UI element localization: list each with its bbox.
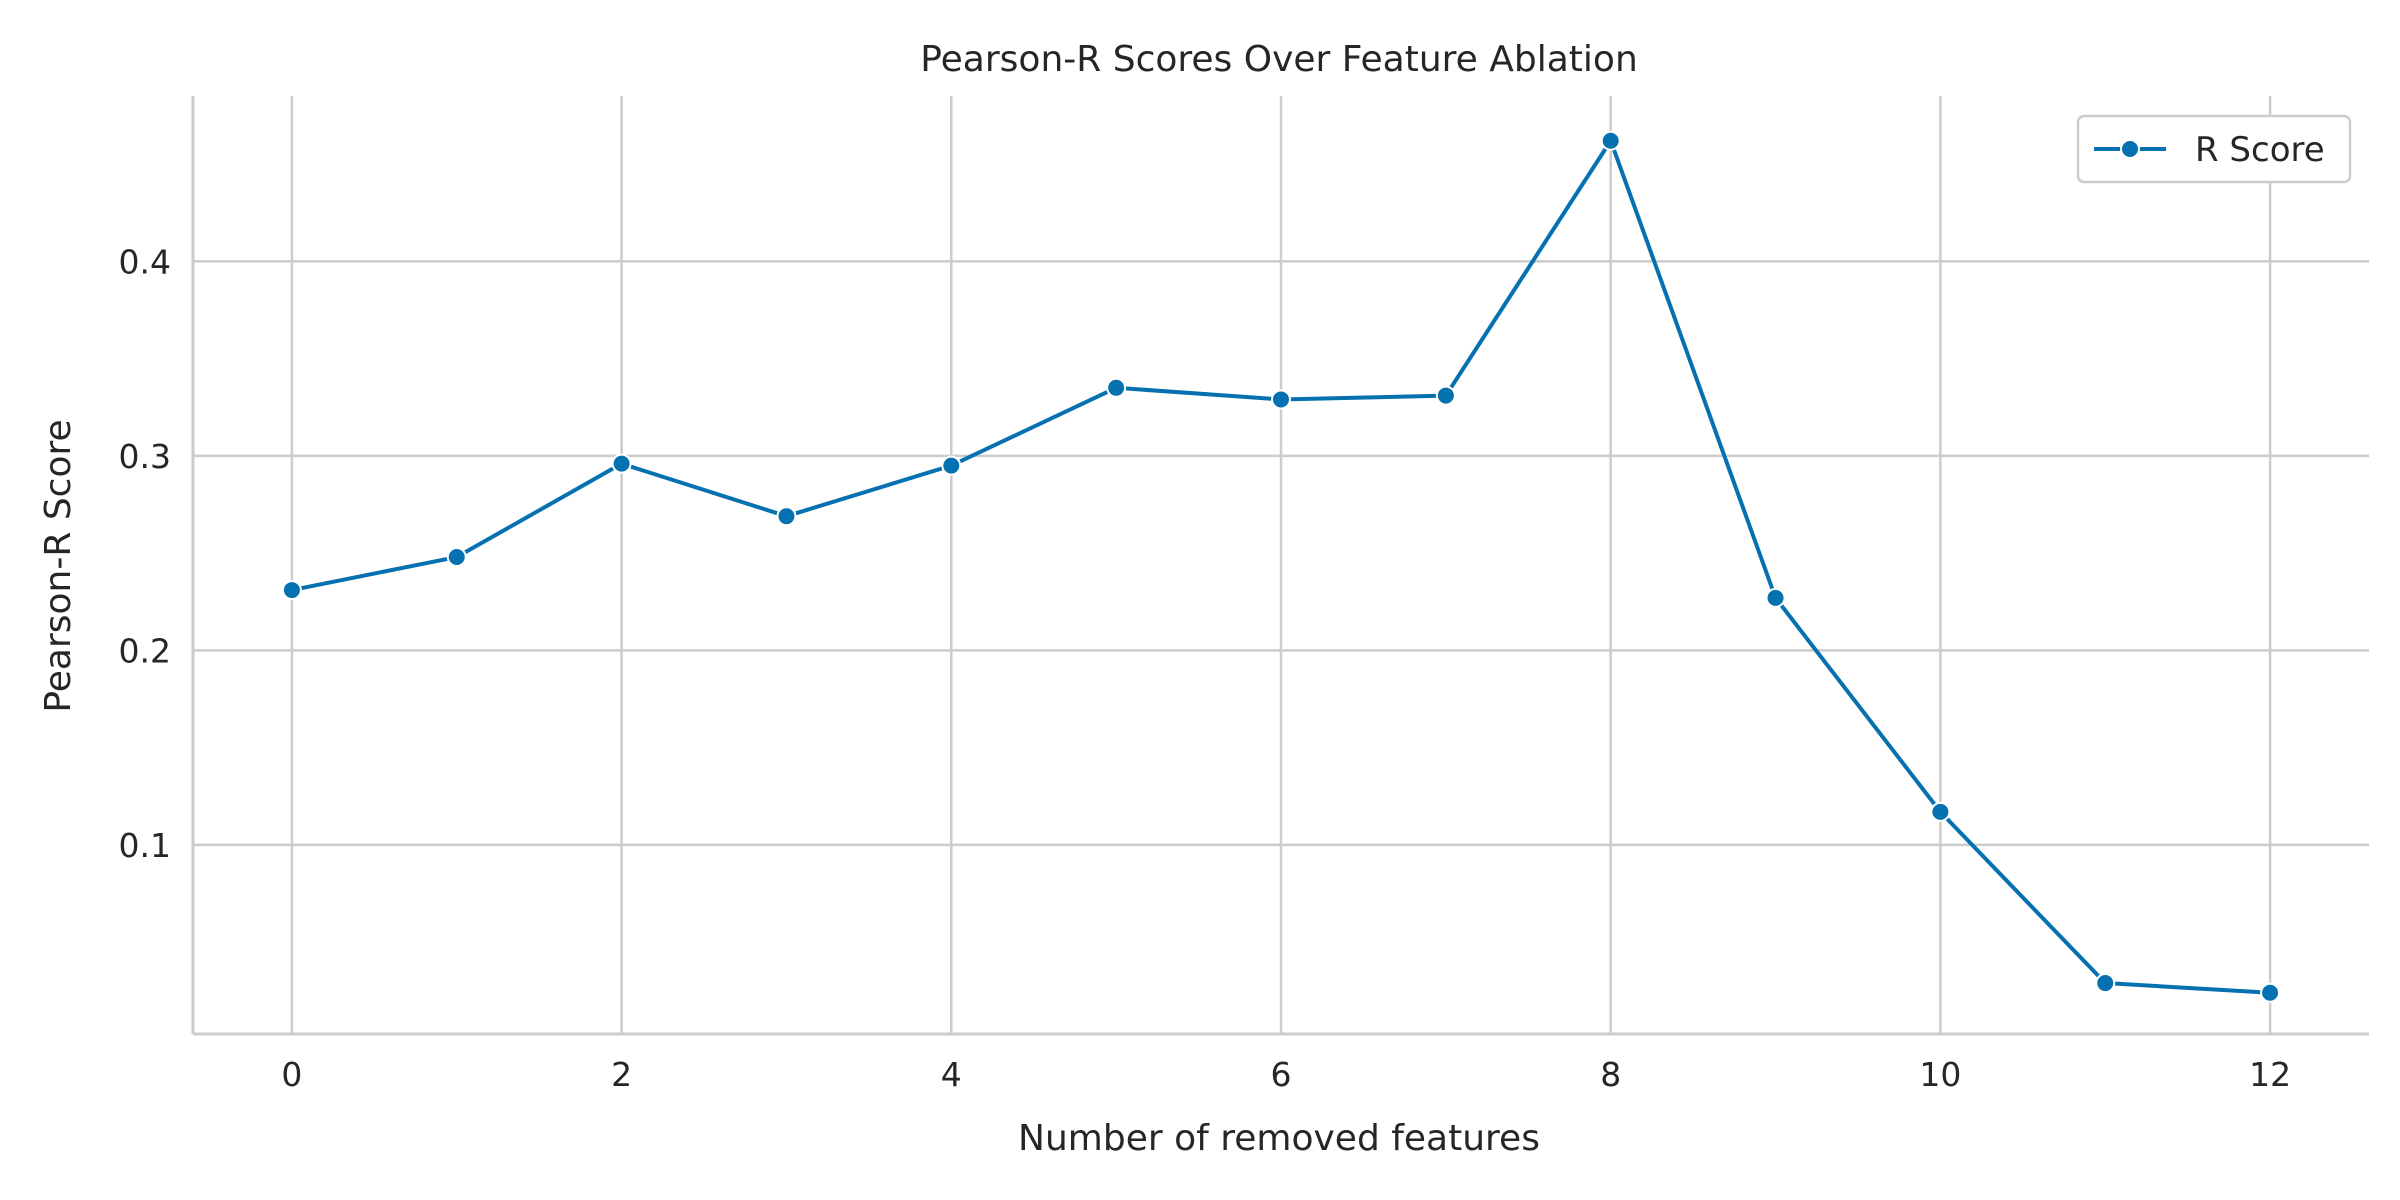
data-point — [2260, 982, 2281, 1003]
data-point — [1930, 801, 1951, 822]
data-point — [1106, 377, 1127, 398]
x-tick-label: 4 — [941, 1055, 962, 1094]
data-point — [941, 455, 962, 476]
y-tick-label: 0.1 — [119, 826, 171, 865]
data-point — [1435, 385, 1456, 406]
y-axis-ticks: 0.1 0.2 0.3 0.4 — [119, 242, 171, 865]
y-tick-label: 0.4 — [119, 242, 171, 281]
x-tick-label: 0 — [281, 1055, 302, 1094]
chart-title: Pearson-R Scores Over Feature Ablation — [920, 39, 1638, 80]
y-axis-label: Pearson-R Score — [38, 419, 79, 712]
data-point — [611, 453, 632, 474]
grid — [193, 96, 2369, 1034]
data-point — [1600, 130, 1621, 151]
y-tick-label: 0.2 — [119, 631, 171, 670]
x-tick-label: 2 — [611, 1055, 632, 1094]
series-group — [281, 130, 2281, 1003]
legend-marker-icon — [2120, 139, 2140, 159]
x-tick-label: 12 — [2249, 1055, 2291, 1094]
axes-spines — [191, 96, 2369, 1036]
data-point — [281, 580, 302, 601]
legend: R Score — [2076, 114, 2352, 184]
data-point — [776, 506, 797, 527]
x-tick-label: 8 — [1600, 1055, 1621, 1094]
data-point — [1271, 389, 1291, 410]
data-point — [1765, 587, 1786, 608]
data-point — [446, 547, 467, 568]
x-axis-ticks: 0 2 4 6 8 10 12 — [281, 1055, 2291, 1094]
y-tick-label: 0.3 — [119, 437, 171, 476]
legend-box — [2076, 114, 2352, 184]
legend-label: R Score — [2195, 130, 2325, 170]
x-tick-label: 6 — [1271, 1055, 1292, 1094]
x-axis-label: Number of removed features — [1018, 1118, 1540, 1159]
x-tick-label: 10 — [1919, 1055, 1961, 1094]
data-point — [2095, 973, 2116, 994]
